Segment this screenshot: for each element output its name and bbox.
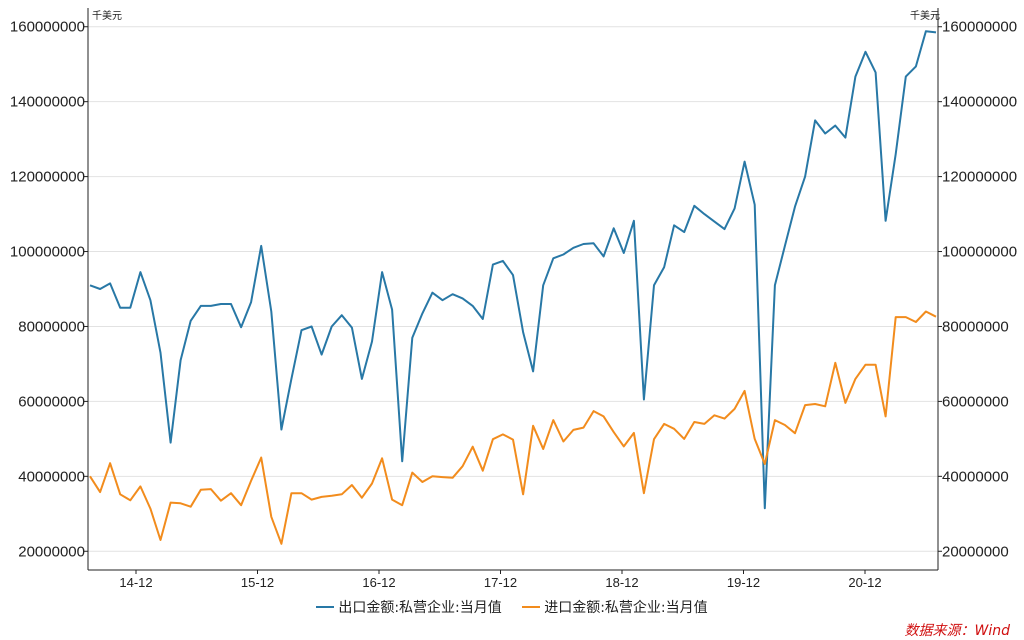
y-tick-label-right: 80000000 <box>942 318 1009 335</box>
legend-item-import: 进口金额:私营企业:当月值 <box>522 597 708 617</box>
right-unit-label: 千美元 <box>910 9 940 22</box>
y-tick-label-left: 20000000 <box>18 543 85 560</box>
y-tick-label-right: 20000000 <box>942 543 1009 560</box>
left-unit-label: 千美元 <box>92 9 122 22</box>
left-y-ticks: 20000000 40000000 60000000 80000000 10000000… <box>10 19 85 561</box>
y-tick-label-right: 40000000 <box>942 468 1009 485</box>
x-tick-label: 17-12 <box>484 575 517 590</box>
legend-label-import: 进口金额:私营企业:当月值 <box>544 600 708 616</box>
x-tick-label: 18-12 <box>605 575 638 590</box>
y-tick-label-right: 60000000 <box>942 393 1009 410</box>
x-tick-label: 15-12 <box>241 575 274 590</box>
chart: 千美元 千美元 20000000 40000000 60000000 80000000… <box>10 8 1017 590</box>
legend: 出口金额:私营企业:当月值 进口金额:私营企业:当月值 <box>0 596 1024 617</box>
right-y-ticks: 20000000 40000000 60000000 80000000 10000000… <box>942 19 1017 561</box>
y-tick-label-right: 140000000 <box>942 94 1017 111</box>
y-tick-label-left: 80000000 <box>18 318 85 335</box>
x-tick-label: 20-12 <box>848 575 881 590</box>
series-line-export <box>89 30 937 510</box>
legend-swatch-import <box>522 606 541 608</box>
x-tick-label: 16-12 <box>362 575 395 590</box>
gridlines <box>84 26 942 552</box>
legend-label-export: 出口金额:私营企业:当月值 <box>338 600 502 616</box>
legend-swatch-export <box>316 606 335 608</box>
series-line-import <box>89 310 937 545</box>
y-tick-label-left: 160000000 <box>10 19 85 36</box>
y-tick-label-left: 120000000 <box>10 169 85 186</box>
x-tick-label: 19-12 <box>727 575 760 590</box>
x-tick-label: 14-12 <box>119 575 152 590</box>
y-tick-label-left: 140000000 <box>10 94 85 111</box>
y-tick-label-left: 60000000 <box>18 393 85 410</box>
y-tick-label-left: 40000000 <box>18 468 85 485</box>
y-tick-label-left: 100000000 <box>10 244 85 261</box>
legend-item-export: 出口金额:私营企业:当月值 <box>316 597 502 617</box>
y-tick-label-right: 120000000 <box>942 169 1017 186</box>
y-tick-label-right: 100000000 <box>942 244 1017 261</box>
y-tick-label-right: 160000000 <box>942 19 1017 36</box>
x-ticks: 14-12 15-12 16-12 17-12 18-12 19-12 20-12 <box>119 570 882 590</box>
data-source: 数据来源：Wind <box>904 623 1011 639</box>
